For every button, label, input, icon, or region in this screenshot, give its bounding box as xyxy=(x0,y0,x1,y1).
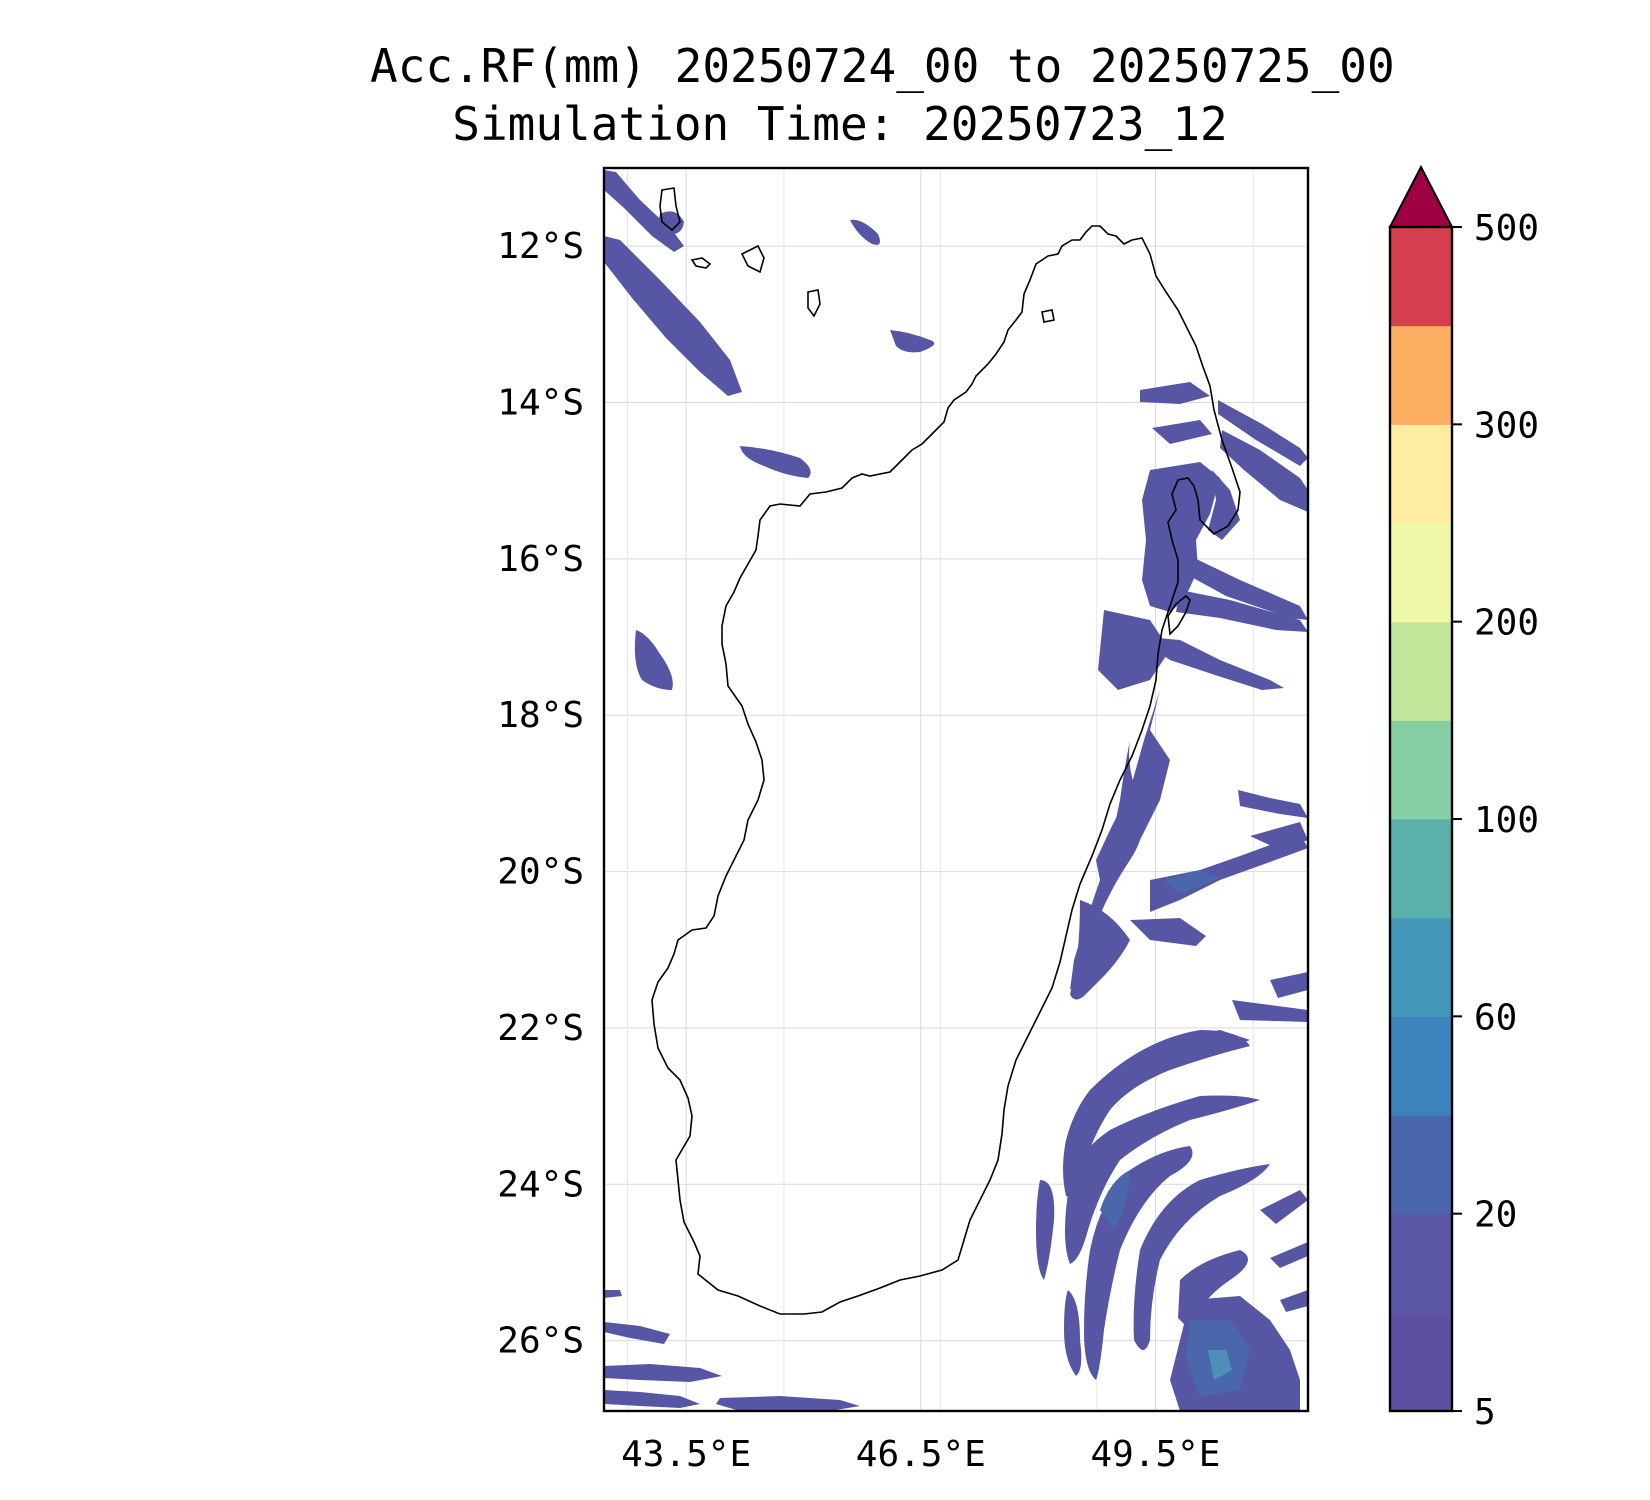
rain-band-east xyxy=(1098,610,1170,690)
lat-tick-label: 26°S xyxy=(497,1321,584,1362)
lat-tick-label: 18°S xyxy=(497,695,584,736)
comoros-coastline xyxy=(807,289,821,318)
colorbar-tick-label: 5 xyxy=(1474,1392,1496,1433)
rain-band-se xyxy=(1270,1242,1308,1268)
rain-band-east xyxy=(1176,590,1308,632)
rain-band-se xyxy=(1064,1290,1082,1376)
rain-band-east xyxy=(1186,556,1308,620)
lon-tick-label: 46.5°E xyxy=(856,1434,986,1475)
chart-subtitle: Simulation Time: 20250723_12 xyxy=(452,97,1228,151)
lon-tick-label: 49.5°E xyxy=(1090,1434,1220,1475)
colorbar-segment xyxy=(1390,917,1452,1017)
rain-band-south xyxy=(604,1290,622,1298)
rain-band-east xyxy=(1070,900,1130,1000)
colorbar-extend-arrow xyxy=(1388,164,1454,228)
colorbar-segment xyxy=(1390,819,1452,919)
rain-band-south xyxy=(604,1390,700,1408)
colorbar-segment xyxy=(1390,325,1452,425)
rain-band-east xyxy=(1142,462,1220,612)
rain-band-east xyxy=(1150,834,1308,912)
rain-band-nw-top xyxy=(604,170,684,252)
rain-band-se xyxy=(1063,1030,1250,1197)
colorbar-tick-label: 100 xyxy=(1474,800,1539,841)
rain-band-east xyxy=(1238,790,1308,818)
rain-band-east xyxy=(1220,430,1308,512)
colorbar-segment xyxy=(1390,227,1452,327)
colorbar-tick-label: 60 xyxy=(1474,997,1517,1038)
rain-heavy xyxy=(1208,1350,1232,1380)
colorbar-segment xyxy=(1390,1016,1452,1116)
colorbar-segment xyxy=(1390,1312,1452,1412)
coastline xyxy=(651,187,1241,1315)
rain-band-east xyxy=(1130,918,1206,946)
colorbar-tick-label: 20 xyxy=(1474,1195,1517,1236)
rain-band-se xyxy=(1133,1164,1270,1350)
rain-band-east xyxy=(1152,420,1212,444)
comoros-coastline xyxy=(740,244,765,274)
colorbar-segment xyxy=(1390,621,1452,721)
rain-patch xyxy=(634,630,673,690)
rainfall-field xyxy=(604,170,1308,1411)
colorbar-segment xyxy=(1390,523,1452,623)
comoros-coastline xyxy=(659,187,681,232)
colorbar-tick-label: 500 xyxy=(1474,208,1539,249)
colorbar-segment xyxy=(1390,720,1452,820)
rain-band-south xyxy=(716,1396,860,1411)
rain-moderate xyxy=(1100,1170,1130,1230)
rain-band-east xyxy=(1140,382,1210,404)
rain-band-east xyxy=(1218,400,1308,466)
rain-band-east xyxy=(1208,470,1240,540)
island-coastline xyxy=(1167,594,1191,636)
lat-tick-label: 16°S xyxy=(497,539,584,580)
rain-band-se xyxy=(1065,1095,1260,1264)
rain-patch xyxy=(740,446,811,478)
madagascar-coastline xyxy=(651,225,1241,1315)
rain-band-south xyxy=(604,1364,722,1382)
lat-tick-label: 24°S xyxy=(497,1164,584,1205)
rain-patch xyxy=(890,330,935,353)
longitude-labels: 43.5°E 46.5°E 49.5°E xyxy=(621,1434,1220,1475)
colorbar-tick-label: 200 xyxy=(1474,603,1539,644)
lat-tick-label: 20°S xyxy=(497,852,584,893)
latitude-labels: 12°S 14°S 16°S 18°S 20°S 22°S 24°S 26°S xyxy=(497,226,584,1361)
rain-band-se xyxy=(1232,1000,1308,1022)
rain-band-se xyxy=(1036,1180,1055,1280)
lat-tick-label: 12°S xyxy=(497,226,584,267)
rain-moderate xyxy=(1164,870,1220,894)
lon-tick-label: 43.5°E xyxy=(621,1434,751,1475)
rain-band-se xyxy=(1270,972,1308,998)
rain-band-se xyxy=(1280,1290,1308,1312)
colorbar-segment xyxy=(1390,424,1452,524)
lat-tick-label: 22°S xyxy=(497,1008,584,1049)
map-frame xyxy=(602,166,1310,1413)
rain-band-east xyxy=(1134,636,1284,690)
comoros-coastline xyxy=(690,257,712,269)
island-coastline xyxy=(1041,309,1055,323)
rain-patch xyxy=(850,219,880,245)
rain-patch xyxy=(659,211,684,235)
rain-band-south xyxy=(604,1322,670,1344)
colorbar-segment xyxy=(1390,1115,1452,1215)
colorbar: 5 20 60 100 200 300 500 xyxy=(1388,164,1539,1433)
lat-tick-label: 14°S xyxy=(497,383,584,424)
rain-band-se xyxy=(1260,1190,1308,1224)
colorbar-segment xyxy=(1390,1213,1452,1313)
rain-band-nw xyxy=(604,236,742,396)
colorbar-tick-label: 300 xyxy=(1474,405,1539,446)
gridlines xyxy=(604,168,1308,1411)
